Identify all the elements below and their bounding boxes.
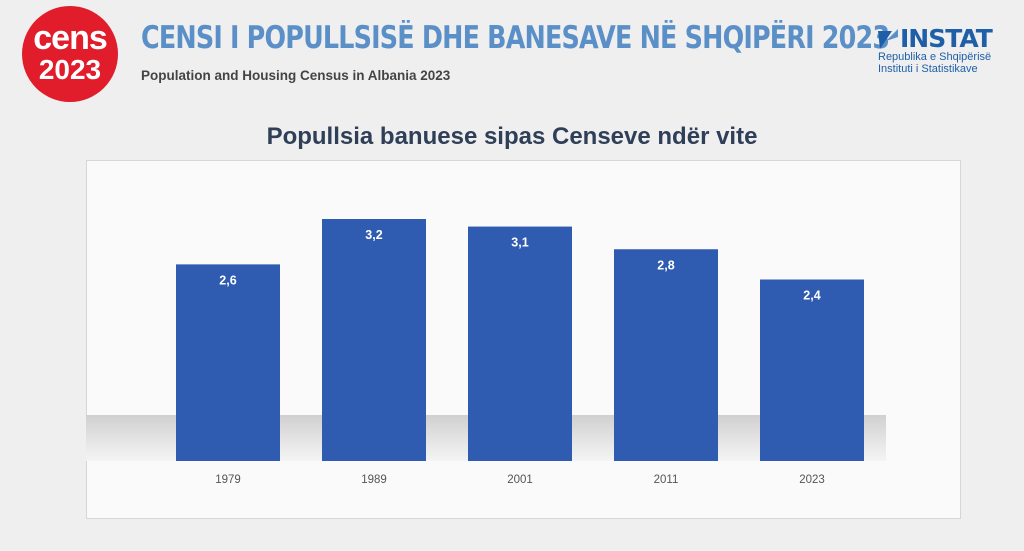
x-tick-label-2011: 2011	[654, 474, 679, 486]
data-label-1989: 3,2	[365, 228, 382, 242]
chart-title: Popullsia banuese sipas Censeve ndër vit…	[266, 123, 758, 150]
bar-1989	[322, 219, 426, 461]
data-label-2023: 2,4	[803, 289, 820, 303]
instat-logo: INSTAT Republika e Shqipërisë Instituti …	[878, 26, 1008, 75]
cens-logo-word: cens	[33, 18, 107, 57]
x-tick-label-1979: 1979	[215, 474, 241, 486]
x-tick-label-2001: 2001	[507, 474, 533, 486]
data-label-2001: 3,1	[511, 236, 528, 250]
page-subtitle: Population and Housing Census in Albania…	[141, 68, 451, 83]
x-tick-label-1989: 1989	[361, 474, 387, 486]
bar-2011	[614, 249, 718, 461]
page-title: CENSI I POPULLSISË DHE BANESAVE NË SHQIP…	[141, 20, 890, 56]
bar-2023	[760, 279, 864, 461]
x-tick-label-2023: 2023	[799, 474, 825, 486]
data-label-2011: 2,8	[657, 258, 674, 272]
instat-line-1: Republika e Shqipërisë	[878, 51, 992, 63]
bar-1979	[176, 264, 280, 461]
cens-logo-year: 2023	[38, 53, 102, 85]
bar-2001	[468, 226, 572, 461]
cens-logo: cens 2023	[22, 6, 118, 102]
instat-line-2: Instituti i Statistikave	[878, 63, 978, 75]
instat-mark-icon	[878, 28, 898, 49]
data-label-1979: 2,6	[219, 273, 236, 287]
instat-name: INSTAT	[900, 24, 993, 53]
